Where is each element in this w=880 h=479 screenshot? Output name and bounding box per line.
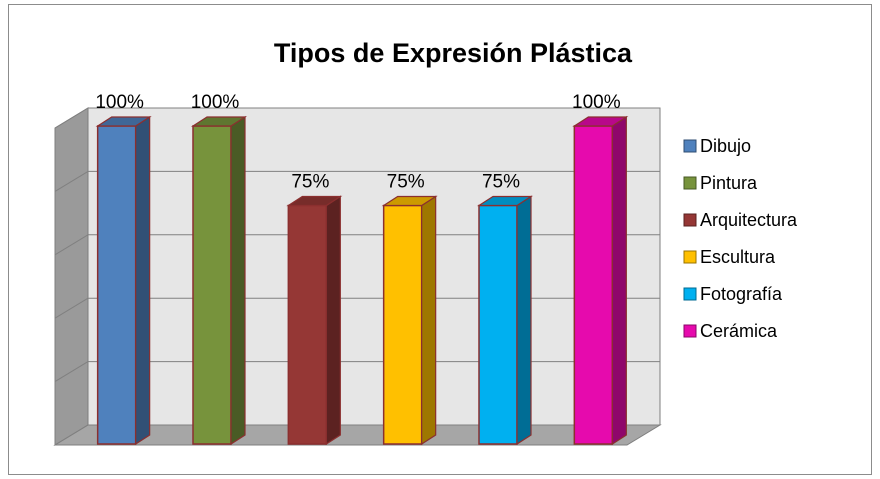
bar-front-face: [478, 204, 518, 445]
legend-item: Escultura: [683, 247, 776, 267]
back-wall: [87, 107, 661, 426]
data-label: 100%: [95, 92, 144, 113]
legend-swatch: [683, 139, 697, 153]
data-label: 75%: [482, 172, 520, 193]
legend-item: Pintura: [683, 173, 758, 193]
bar-top-face: [476, 195, 534, 207]
bar-side-face: [516, 195, 532, 446]
bar-pintura: [190, 115, 248, 446]
bar-fotografía: [476, 195, 534, 446]
bars-layer: [95, 115, 629, 446]
legend-label: Fotografía: [700, 284, 783, 304]
bar-side-face: [421, 195, 437, 446]
bar-dibujo: [95, 115, 152, 446]
legend-item: Dibujo: [683, 136, 751, 156]
chart-title: Tipos de Expresión Plástica: [274, 38, 633, 68]
bar-front-face: [96, 125, 137, 445]
bar-front-face: [573, 125, 614, 445]
gridline: [54, 107, 89, 129]
data-label: 100%: [191, 92, 240, 113]
legend-label: Cerámica: [700, 321, 778, 341]
gridline: [54, 234, 89, 256]
gridline: [54, 170, 89, 192]
legend-label: Dibujo: [700, 136, 751, 156]
bar-side-face: [611, 115, 627, 446]
legend-swatch: [683, 324, 697, 338]
legend: Dibujo Pintura Arquitectura Escultura Fotogr…: [683, 136, 798, 341]
legend-swatch: [683, 176, 697, 190]
bar-top-face: [381, 195, 438, 207]
bar-front-face: [192, 125, 232, 445]
bar-side-face: [135, 115, 151, 446]
bar-arquitectura: [286, 195, 343, 446]
bar-escultura: [381, 195, 438, 446]
bar-top-face: [190, 116, 248, 127]
bar-top-face: [95, 116, 152, 127]
legend-item: Arquitectura: [683, 210, 798, 230]
legend-label: Escultura: [700, 247, 776, 267]
legend-item: Fotografía: [683, 284, 783, 304]
legend-item: Cerámica: [683, 321, 778, 341]
bar-top-face: [286, 195, 343, 207]
data-label: 75%: [291, 172, 329, 193]
legend-swatch: [683, 250, 697, 264]
gridline: [54, 361, 89, 383]
legend-swatch: [683, 213, 697, 227]
bar-side-face: [325, 195, 341, 446]
side-wall: [54, 107, 89, 446]
bar-side-face: [230, 115, 246, 446]
legend-swatch: [683, 287, 697, 301]
bar-front-face: [382, 204, 423, 445]
bar-top-face: [572, 116, 629, 127]
data-labels: 100% 100% 75% 75% 75% 100%: [95, 92, 620, 193]
bar-front-face: [287, 204, 328, 445]
gridline: [54, 424, 89, 446]
legend-label: Arquitectura: [700, 210, 798, 230]
bar-cerámica: [572, 115, 629, 446]
legend-label: Pintura: [700, 173, 758, 193]
data-label: 100%: [572, 92, 621, 113]
gridline: [54, 297, 89, 319]
data-label: 75%: [387, 172, 425, 193]
